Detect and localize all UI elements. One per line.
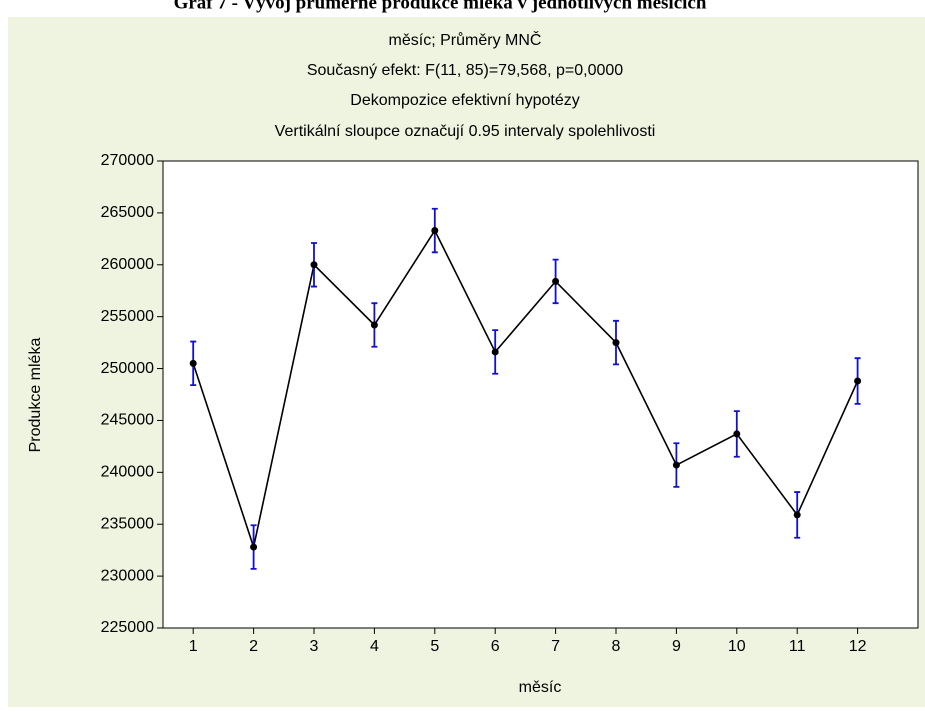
data-point bbox=[189, 359, 197, 367]
data-point bbox=[310, 261, 318, 269]
x-tick-label: 9 bbox=[672, 638, 681, 655]
subtitle: měsíc; Průměry MNČ bbox=[389, 30, 542, 49]
y-tick-label: 270000 bbox=[101, 152, 154, 169]
data-point bbox=[370, 321, 378, 329]
data-point bbox=[250, 543, 258, 551]
x-tick-label: 8 bbox=[612, 638, 621, 655]
x-tick-label: 3 bbox=[310, 638, 319, 655]
y-tick-label: 265000 bbox=[101, 204, 154, 221]
line bbox=[192, 228, 859, 551]
data-point bbox=[431, 227, 439, 235]
subtitle: Dekompozice efektivní hypotézy bbox=[350, 92, 579, 109]
y-tick-label: 250000 bbox=[101, 360, 154, 377]
data-point bbox=[491, 348, 499, 356]
chart-title: Graf 7 - Vývoj průměrné produkce mléka v… bbox=[174, 0, 707, 13]
y-tick-label: 260000 bbox=[101, 256, 154, 273]
y-tick-label: 245000 bbox=[101, 412, 154, 429]
x-tick-label: 10 bbox=[728, 638, 746, 655]
y-tick-label: 255000 bbox=[101, 308, 154, 325]
y-tick-label: 230000 bbox=[101, 567, 154, 584]
data-point bbox=[733, 430, 741, 438]
x-tick-label: 6 bbox=[491, 638, 500, 655]
data-point bbox=[854, 377, 862, 385]
data-point bbox=[793, 511, 801, 519]
subtitle: Vertikální sloupce označují 0.95 interva… bbox=[275, 123, 656, 140]
x-axis-label: měsíc bbox=[519, 679, 562, 696]
subtitle: Současný efekt: F(11, 85)=79,568, p=0,00… bbox=[307, 62, 623, 79]
y-axis-label: Produkce mléka bbox=[27, 338, 44, 453]
x-tick-label: 11 bbox=[789, 638, 806, 655]
y-tick-label: 235000 bbox=[101, 515, 154, 532]
x-tick-label: 12 bbox=[849, 638, 867, 655]
x-tick-label: 1 bbox=[189, 638, 198, 655]
plot-area bbox=[162, 160, 919, 629]
x-tick-label: 4 bbox=[370, 638, 379, 655]
data-point bbox=[672, 461, 680, 469]
y-tick-label: 225000 bbox=[101, 619, 154, 636]
data-point bbox=[552, 277, 560, 285]
x-tick-label: 5 bbox=[430, 638, 439, 655]
x-tick-label: 2 bbox=[249, 638, 258, 655]
x-tick-label: 7 bbox=[551, 638, 560, 655]
y-tick-label: 240000 bbox=[101, 464, 154, 481]
data-point bbox=[612, 339, 620, 347]
